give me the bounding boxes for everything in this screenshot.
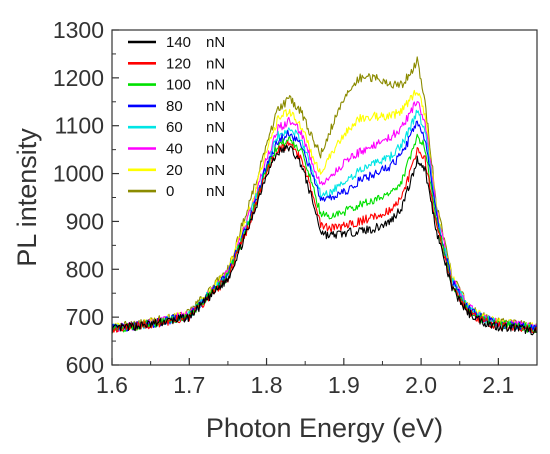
legend-label-value: 40	[166, 141, 183, 158]
legend-label-value: 20	[166, 162, 183, 179]
legend-label-value: 0	[166, 183, 174, 200]
legend-label-unit: nN	[206, 77, 225, 94]
series-line-140-nN	[111, 144, 538, 336]
legend-label-unit: nN	[206, 34, 225, 51]
legend-label-value: 60	[166, 119, 183, 136]
x-tick-label: 2.1	[482, 372, 514, 398]
legend-label-value: 140	[166, 34, 191, 51]
legend-label-value: 120	[166, 55, 191, 72]
x-tick-label: 1.7	[173, 372, 205, 398]
x-tick-label: 2.0	[405, 372, 437, 398]
legend-label-unit: nN	[206, 141, 225, 158]
legend-label-unit: nN	[206, 183, 225, 200]
series-layer	[111, 56, 538, 336]
x-axis-title: Photon Energy (eV)	[206, 413, 443, 443]
y-tick-label: 800	[66, 256, 104, 282]
y-tick-label: 1000	[53, 161, 104, 187]
y-tick-label: 1300	[53, 17, 104, 43]
x-tick-label: 1.8	[251, 372, 283, 398]
legend-label-unit: nN	[206, 162, 225, 179]
tick-layer: 1.6 1.7 1.8 1.9 2.0 2.16007008009001000110012…	[53, 17, 515, 398]
y-axis-title: PL intensity	[12, 128, 42, 267]
y-tick-label: 1200	[53, 65, 104, 91]
y-tick-label: 1100	[55, 113, 104, 139]
legend-label-value: 100	[166, 77, 191, 94]
legend-label-unit: nN	[206, 98, 225, 115]
series-line-40-nN	[111, 101, 538, 334]
legend-label-value: 80	[166, 98, 183, 115]
x-tick-label: 1.9	[328, 372, 360, 398]
y-tick-label: 900	[66, 208, 104, 234]
legend: 140 nN 120 nN 100 nN 80 nN 60 nN 40 nN 20 nN 0 nN	[128, 34, 225, 200]
y-tick-label: 700	[66, 304, 104, 330]
series-line-120-nN	[111, 140, 538, 334]
legend-label-unit: nN	[206, 55, 225, 72]
y-tick-label: 600	[66, 352, 104, 378]
legend-label-unit: nN	[206, 119, 225, 136]
x-tick-label: 1.6	[96, 372, 128, 398]
